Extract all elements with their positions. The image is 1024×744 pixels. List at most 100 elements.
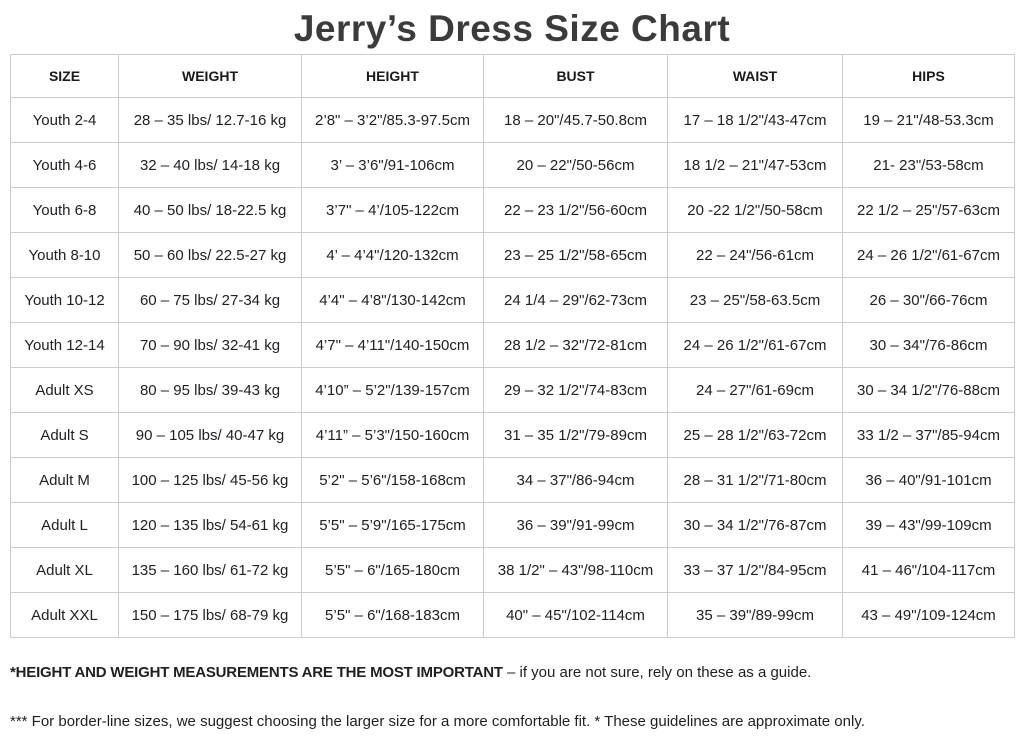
cell-hips: 19 – 21"/48-53.3cm xyxy=(842,97,1015,143)
table-header-row: SIZE WEIGHT HEIGHT BUST WAIST HIPS xyxy=(10,54,1015,98)
cell-size: Adult S xyxy=(10,412,119,458)
cell-height: 5’5" – 6"/165-180cm xyxy=(301,547,484,593)
cell-weight: 120 – 135 lbs/ 54-61 kg xyxy=(118,502,302,548)
cell-size: Adult XXL xyxy=(10,592,119,638)
cell-height: 4’4" – 4’8"/130-142cm xyxy=(301,277,484,323)
cell-weight: 32 – 40 lbs/ 14-18 kg xyxy=(118,142,302,188)
column-header-bust: BUST xyxy=(483,54,668,98)
cell-bust: 29 – 32 1/2"/74-83cm xyxy=(483,367,668,413)
table-row: Youth 4-6 32 – 40 lbs/ 14-18 kg 3’ – 3’6"/… xyxy=(10,142,1015,188)
cell-weight: 135 – 160 lbs/ 61-72 kg xyxy=(118,547,302,593)
cell-weight: 60 – 75 lbs/ 27-34 kg xyxy=(118,277,302,323)
cell-height: 2’8" – 3’2"/85.3-97.5cm xyxy=(301,97,484,143)
table-row: Adult M 100 – 125 lbs/ 45-56 kg 5’2" – 5’6… xyxy=(10,457,1015,503)
cell-height: 5’5" – 6"/168-183cm xyxy=(301,592,484,638)
cell-hips: 30 – 34"/76-86cm xyxy=(842,322,1015,368)
table-row: Youth 6-8 40 – 50 lbs/ 18-22.5 kg 3’7" – 4… xyxy=(10,187,1015,233)
cell-size: Youth 6-8 xyxy=(10,187,119,233)
size-chart-body: Youth 2-4 28 – 35 lbs/ 12.7-16 kg 2’8" – 3… xyxy=(10,97,1015,638)
cell-size: Youth 4-6 xyxy=(10,142,119,188)
cell-size: Youth 12-14 xyxy=(10,322,119,368)
cell-size: Adult XS xyxy=(10,367,119,413)
column-header-weight: WEIGHT xyxy=(118,54,302,98)
cell-height: 4’7" – 4’11"/140-150cm xyxy=(301,322,484,368)
cell-waist: 20 -22 1/2"/50-58cm xyxy=(667,187,843,233)
size-chart-table: SIZE WEIGHT HEIGHT BUST WAIST HIPS Youth… xyxy=(10,54,1015,638)
cell-size: Adult XL xyxy=(10,547,119,593)
cell-bust: 22 – 23 1/2"/56-60cm xyxy=(483,187,668,233)
cell-bust: 20 – 22"/50-56cm xyxy=(483,142,668,188)
cell-height: 3’7" – 4’/105-122cm xyxy=(301,187,484,233)
table-row: Youth 2-4 28 – 35 lbs/ 12.7-16 kg 2’8" – 3… xyxy=(10,97,1015,143)
footnote-measurements: *HEIGHT AND WEIGHT MEASUREMENTS ARE THE … xyxy=(10,664,1014,682)
footnote-measurements-bold: *HEIGHT AND WEIGHT MEASUREMENTS ARE THE … xyxy=(10,664,503,681)
cell-hips: 26 – 30"/66-76cm xyxy=(842,277,1015,323)
cell-waist: 24 – 26 1/2"/61-67cm xyxy=(667,322,843,368)
cell-waist: 33 – 37 1/2"/84-95cm xyxy=(667,547,843,593)
column-header-size: SIZE xyxy=(10,54,119,98)
cell-bust: 28 1/2 – 32"/72-81cm xyxy=(483,322,668,368)
column-header-hips: HIPS xyxy=(842,54,1015,98)
cell-weight: 150 – 175 lbs/ 68-79 kg xyxy=(118,592,302,638)
table-row: Youth 12-14 70 – 90 lbs/ 32-41 kg 4’7" – 4… xyxy=(10,322,1015,368)
cell-weight: 70 – 90 lbs/ 32-41 kg xyxy=(118,322,302,368)
cell-bust: 31 – 35 1/2"/79-89cm xyxy=(483,412,668,458)
cell-height: 4’11” – 5’3"/150-160cm xyxy=(301,412,484,458)
footnotes: *HEIGHT AND WEIGHT MEASUREMENTS ARE THE … xyxy=(10,664,1014,731)
cell-waist: 18 1/2 – 21"/47-53cm xyxy=(667,142,843,188)
cell-height: 4’10” – 5’2"/139-157cm xyxy=(301,367,484,413)
cell-waist: 17 – 18 1/2"/43-47cm xyxy=(667,97,843,143)
cell-weight: 28 – 35 lbs/ 12.7-16 kg xyxy=(118,97,302,143)
cell-size: Youth 8-10 xyxy=(10,232,119,278)
cell-bust: 24 1/4 – 29"/62-73cm xyxy=(483,277,668,323)
cell-size: Youth 10-12 xyxy=(10,277,119,323)
cell-bust: 40" – 45"/102-114cm xyxy=(483,592,668,638)
cell-weight: 90 – 105 lbs/ 40-47 kg xyxy=(118,412,302,458)
cell-size: Adult M xyxy=(10,457,119,503)
cell-hips: 22 1/2 – 25"/57-63cm xyxy=(842,187,1015,233)
cell-waist: 28 – 31 1/2"/71-80cm xyxy=(667,457,843,503)
cell-waist: 22 – 24"/56-61cm xyxy=(667,232,843,278)
cell-height: 5’2" – 5’6"/158-168cm xyxy=(301,457,484,503)
cell-bust: 18 – 20"/45.7-50.8cm xyxy=(483,97,668,143)
cell-hips: 36 – 40"/91-101cm xyxy=(842,457,1015,503)
cell-bust: 38 1/2" – 43"/98-110cm xyxy=(483,547,668,593)
cell-height: 4’ – 4’4"/120-132cm xyxy=(301,232,484,278)
cell-weight: 40 – 50 lbs/ 18-22.5 kg xyxy=(118,187,302,233)
cell-waist: 24 – 27"/61-69cm xyxy=(667,367,843,413)
cell-weight: 100 – 125 lbs/ 45-56 kg xyxy=(118,457,302,503)
cell-hips: 21- 23"/53-58cm xyxy=(842,142,1015,188)
table-row: Youth 10-12 60 – 75 lbs/ 27-34 kg 4’4" – 4… xyxy=(10,277,1015,323)
footnote-measurements-rest: – if you are not sure, rely on these as … xyxy=(502,664,812,681)
cell-height: 3’ – 3’6"/91-106cm xyxy=(301,142,484,188)
cell-size: Youth 2-4 xyxy=(10,97,119,143)
cell-size: Adult L xyxy=(10,502,119,548)
column-header-height: HEIGHT xyxy=(301,54,484,98)
page-title: Jerry’s Dress Size Chart xyxy=(293,8,731,49)
cell-waist: 30 – 34 1/2"/76-87cm xyxy=(667,502,843,548)
footnote-borderline: *** For border-line sizes, we suggest ch… xyxy=(10,713,865,730)
cell-weight: 80 – 95 lbs/ 39-43 kg xyxy=(118,367,302,413)
column-header-waist: WAIST xyxy=(667,54,843,98)
cell-hips: 43 – 49"/109-124cm xyxy=(842,592,1015,638)
cell-height: 5’5" – 5’9"/165-175cm xyxy=(301,502,484,548)
cell-waist: 23 – 25"/58-63.5cm xyxy=(667,277,843,323)
cell-hips: 41 – 46"/104-117cm xyxy=(842,547,1015,593)
cell-hips: 24 – 26 1/2"/61-67cm xyxy=(842,232,1015,278)
cell-waist: 35 – 39"/89-99cm xyxy=(667,592,843,638)
cell-hips: 30 – 34 1/2"/76-88cm xyxy=(842,367,1015,413)
table-row: Adult XL 135 – 160 lbs/ 61-72 kg 5’5" – 6"… xyxy=(10,547,1015,593)
cell-bust: 23 – 25 1/2"/58-65cm xyxy=(483,232,668,278)
cell-waist: 25 – 28 1/2"/63-72cm xyxy=(667,412,843,458)
table-row: Adult XXL 150 – 175 lbs/ 68-79 kg 5’5" – 6… xyxy=(10,592,1015,638)
table-row: Adult L 120 – 135 lbs/ 54-61 kg 5’5" – 5’9… xyxy=(10,502,1015,548)
table-row: Youth 8-10 50 – 60 lbs/ 22.5-27 kg 4’ – 4’… xyxy=(10,232,1015,278)
cell-bust: 36 – 39"/91-99cm xyxy=(483,502,668,548)
table-row: Adult XS 80 – 95 lbs/ 39-43 kg 4’10” – 5’2… xyxy=(10,367,1015,413)
table-row: Adult S 90 – 105 lbs/ 40-47 kg 4’11” – 5’3… xyxy=(10,412,1015,458)
cell-hips: 33 1/2 – 37"/85-94cm xyxy=(842,412,1015,458)
cell-weight: 50 – 60 lbs/ 22.5-27 kg xyxy=(118,232,302,278)
cell-bust: 34 – 37"/86-94cm xyxy=(483,457,668,503)
cell-hips: 39 – 43"/99-109cm xyxy=(842,502,1015,548)
